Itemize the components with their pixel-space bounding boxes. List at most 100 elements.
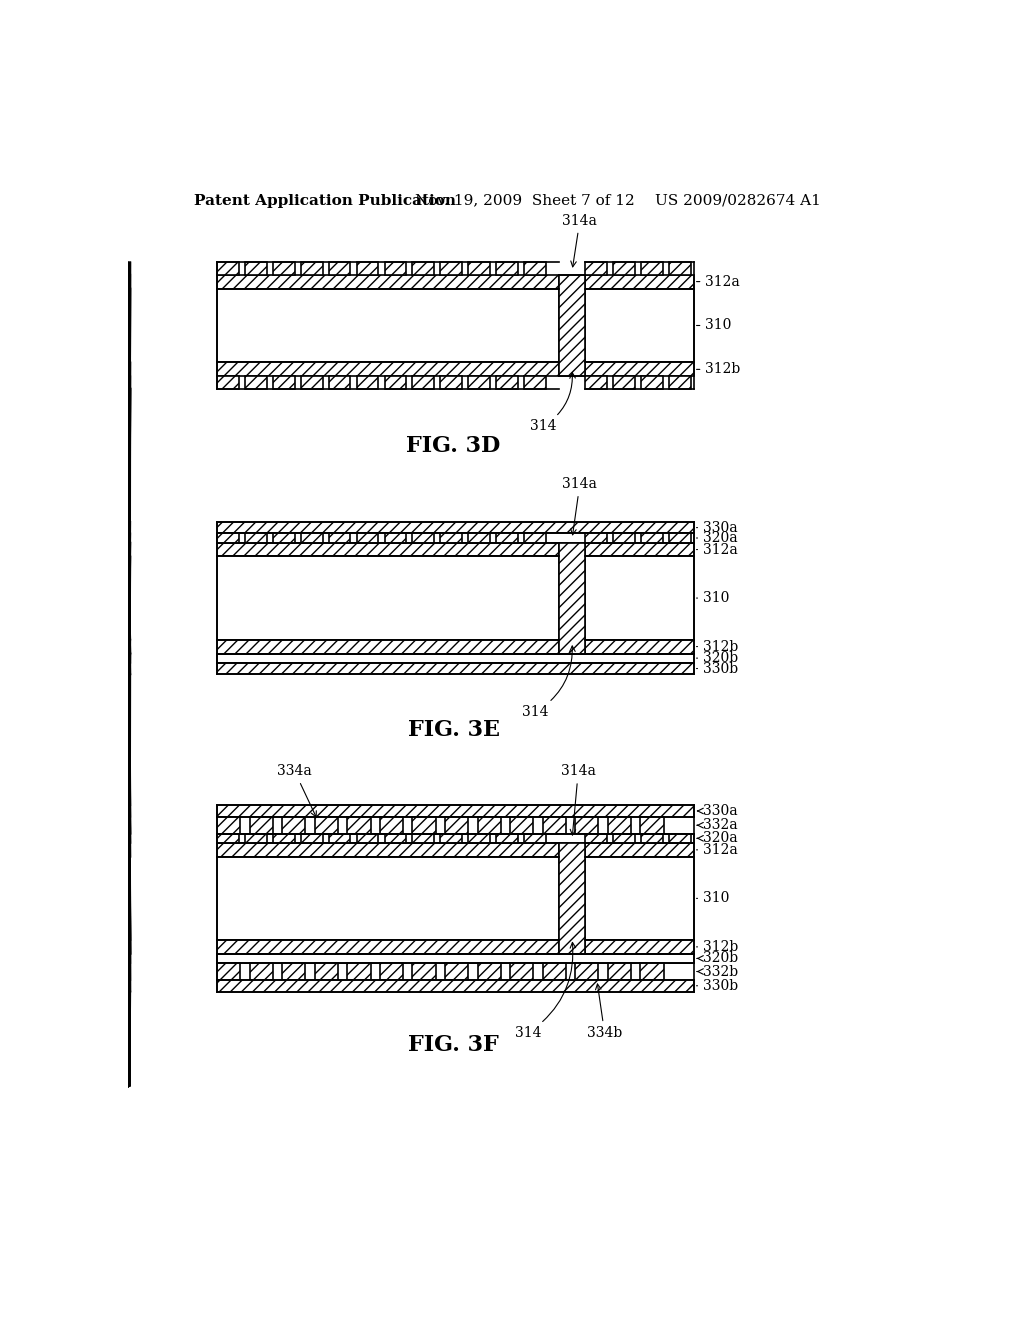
Bar bbox=[380, 817, 403, 834]
Text: 334a: 334a bbox=[278, 764, 316, 817]
Bar bbox=[669, 263, 690, 275]
Bar bbox=[586, 376, 607, 388]
Text: 332b: 332b bbox=[697, 965, 738, 978]
Bar bbox=[301, 376, 323, 388]
Bar bbox=[468, 653, 489, 663]
Text: 312a: 312a bbox=[696, 543, 738, 557]
Bar bbox=[496, 653, 518, 663]
Bar bbox=[217, 979, 693, 991]
Bar bbox=[217, 805, 693, 817]
Bar bbox=[413, 533, 434, 543]
Bar bbox=[586, 289, 693, 363]
Text: 314a: 314a bbox=[562, 214, 597, 267]
Bar bbox=[301, 533, 323, 543]
Bar bbox=[385, 653, 407, 663]
Bar bbox=[250, 817, 273, 834]
Text: 330b: 330b bbox=[696, 661, 738, 676]
Bar bbox=[217, 533, 693, 543]
Bar bbox=[440, 834, 462, 843]
Bar bbox=[468, 376, 489, 388]
Bar bbox=[301, 263, 323, 275]
Bar bbox=[669, 533, 690, 543]
Bar bbox=[496, 954, 518, 964]
Bar bbox=[669, 954, 690, 964]
Bar bbox=[440, 954, 462, 964]
Bar bbox=[283, 817, 305, 834]
Bar bbox=[575, 817, 598, 834]
Bar bbox=[329, 954, 350, 964]
Text: US 2009/0282674 A1: US 2009/0282674 A1 bbox=[655, 194, 821, 207]
Bar bbox=[217, 289, 559, 363]
Bar bbox=[217, 557, 559, 640]
Bar bbox=[217, 834, 693, 843]
Bar bbox=[356, 376, 378, 388]
Bar bbox=[245, 954, 266, 964]
Bar bbox=[477, 817, 501, 834]
Bar bbox=[356, 653, 378, 663]
Bar bbox=[445, 817, 468, 834]
Bar bbox=[575, 964, 598, 979]
Bar bbox=[586, 940, 693, 954]
Bar bbox=[217, 964, 241, 979]
Text: 312a: 312a bbox=[696, 275, 740, 289]
Text: 310: 310 bbox=[696, 891, 729, 906]
Bar bbox=[245, 834, 266, 843]
Bar bbox=[559, 543, 586, 653]
Text: 320b: 320b bbox=[696, 651, 738, 665]
Bar bbox=[524, 954, 546, 964]
Bar bbox=[586, 275, 693, 289]
Bar bbox=[510, 817, 534, 834]
Bar bbox=[641, 653, 663, 663]
Bar bbox=[217, 263, 239, 275]
Text: 312b: 312b bbox=[696, 940, 738, 954]
Bar bbox=[217, 376, 239, 388]
Bar bbox=[380, 964, 403, 979]
Bar bbox=[217, 653, 239, 663]
Bar bbox=[329, 263, 350, 275]
Bar bbox=[273, 533, 295, 543]
Bar bbox=[586, 954, 607, 964]
Bar bbox=[347, 964, 371, 979]
Bar bbox=[669, 653, 690, 663]
Bar bbox=[413, 376, 434, 388]
Bar bbox=[586, 640, 693, 653]
Text: 332a: 332a bbox=[697, 818, 737, 832]
Bar bbox=[314, 964, 338, 979]
Bar bbox=[468, 954, 489, 964]
Bar bbox=[607, 817, 631, 834]
Text: FIG. 3D: FIG. 3D bbox=[407, 434, 501, 457]
Text: 314: 314 bbox=[515, 942, 575, 1040]
Bar bbox=[250, 964, 273, 979]
Bar bbox=[669, 834, 690, 843]
Bar bbox=[356, 533, 378, 543]
Bar bbox=[301, 653, 323, 663]
Bar bbox=[329, 376, 350, 388]
Bar bbox=[524, 263, 546, 275]
Bar bbox=[641, 834, 663, 843]
Bar bbox=[543, 817, 566, 834]
Bar bbox=[496, 533, 518, 543]
Bar bbox=[477, 964, 501, 979]
Text: 310: 310 bbox=[696, 318, 732, 333]
Bar bbox=[524, 376, 546, 388]
Bar bbox=[440, 533, 462, 543]
Bar bbox=[217, 817, 241, 834]
Bar bbox=[245, 263, 266, 275]
Bar bbox=[496, 376, 518, 388]
Bar bbox=[543, 964, 566, 979]
Bar bbox=[524, 834, 546, 843]
Bar bbox=[607, 964, 631, 979]
Bar bbox=[613, 954, 635, 964]
Bar bbox=[329, 533, 350, 543]
Bar bbox=[440, 263, 462, 275]
Bar bbox=[496, 834, 518, 843]
Text: FIG. 3F: FIG. 3F bbox=[409, 1034, 499, 1056]
Bar bbox=[273, 954, 295, 964]
Bar bbox=[273, 263, 295, 275]
Text: 310: 310 bbox=[696, 591, 729, 605]
Bar bbox=[586, 843, 693, 857]
Bar bbox=[385, 263, 407, 275]
Bar bbox=[669, 376, 690, 388]
Bar bbox=[356, 954, 378, 964]
Bar bbox=[217, 857, 559, 940]
